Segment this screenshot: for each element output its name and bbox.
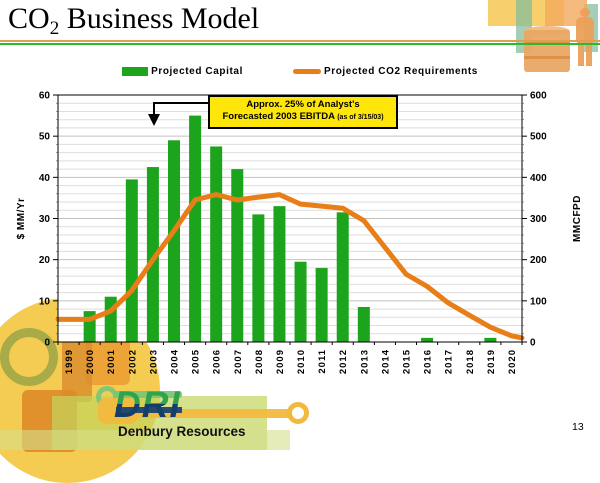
- svg-text:600: 600: [530, 91, 547, 102]
- svg-text:2005: 2005: [191, 349, 202, 374]
- svg-text:100: 100: [530, 296, 547, 307]
- svg-text:2018: 2018: [465, 349, 476, 374]
- svg-text:50: 50: [39, 132, 51, 143]
- svg-text:2017: 2017: [444, 349, 455, 374]
- svg-text:2012: 2012: [338, 349, 349, 374]
- logo-band: [116, 407, 182, 413]
- ebitda-callout: Approx. 25% of Analyst's Forecasted 2003…: [208, 95, 398, 129]
- svg-text:2020: 2020: [507, 349, 518, 374]
- bar-swatch-icon: [122, 67, 149, 76]
- svg-text:2003: 2003: [148, 349, 159, 374]
- svg-text:0: 0: [530, 338, 536, 349]
- svg-text:60: 60: [39, 91, 51, 102]
- oil-barrel-icon: [524, 30, 570, 72]
- line-swatch-icon: [292, 69, 321, 74]
- svg-text:20: 20: [39, 255, 51, 266]
- gear-icon: [0, 328, 58, 386]
- logo-ring-icon: [287, 402, 309, 424]
- svg-text:200: 200: [530, 255, 547, 266]
- page-number: 13: [572, 421, 584, 433]
- title-divider-green: [0, 43, 600, 45]
- svg-text:300: 300: [530, 214, 547, 225]
- wrench-icon: [114, 391, 182, 398]
- title-divider-orange: [0, 40, 600, 42]
- legend-label: Projected Capital: [151, 66, 243, 77]
- svg-text:2013: 2013: [359, 349, 370, 374]
- svg-text:2010: 2010: [296, 349, 307, 374]
- legend-label: Projected CO2 Requirements: [323, 66, 478, 77]
- svg-text:2011: 2011: [317, 349, 328, 374]
- svg-text:2006: 2006: [212, 349, 223, 374]
- svg-text:2000: 2000: [85, 349, 96, 374]
- svg-text:2002: 2002: [127, 349, 138, 374]
- company-logo: DRI: [114, 384, 181, 425]
- svg-text:0: 0: [44, 338, 50, 349]
- svg-text:10: 10: [39, 296, 51, 307]
- svg-text:400: 400: [530, 173, 547, 184]
- callout-line1: Approx. 25% of Analyst's: [246, 99, 360, 110]
- logo-swoosh: [100, 409, 296, 418]
- svg-text:1999: 1999: [64, 349, 75, 374]
- svg-text:2016: 2016: [423, 349, 434, 374]
- svg-text:2019: 2019: [486, 349, 497, 374]
- callout-line2: Forecasted 2003 EBITDA (as of 3/15/03): [222, 111, 384, 123]
- svg-text:$ MM/Yr: $ MM/Yr: [16, 198, 27, 240]
- oil-barrel-band: [524, 56, 570, 59]
- worker-silhouette-icon: [572, 8, 598, 66]
- svg-text:2009: 2009: [275, 349, 286, 374]
- svg-text:40: 40: [39, 173, 51, 184]
- legend-item-projected-capital: Projected Capital: [122, 66, 243, 77]
- page-title: CO2 Business Model: [8, 2, 260, 39]
- svg-text:2004: 2004: [170, 349, 181, 374]
- legend-item-co2-requirements: Projected CO2 Requirements: [292, 66, 478, 77]
- lime-panel-decor: [0, 430, 290, 450]
- title-subscript: 2: [49, 18, 60, 39]
- svg-text:2007: 2007: [233, 349, 244, 374]
- svg-text:2001: 2001: [106, 349, 117, 374]
- company-name: Denbury Resources: [118, 424, 246, 439]
- svg-text:500: 500: [530, 132, 547, 143]
- callout-arrow-icon: [148, 102, 211, 126]
- svg-text:MMCFPD: MMCFPD: [572, 195, 583, 242]
- svg-text:2015: 2015: [402, 349, 413, 374]
- chart-legend: Projected Capital Projected CO2 Requirem…: [0, 66, 600, 77]
- svg-text:2008: 2008: [254, 349, 265, 374]
- svg-text:2014: 2014: [380, 349, 391, 374]
- svg-text:30: 30: [39, 214, 51, 225]
- callout-asof: (as of 3/15/03): [337, 114, 384, 122]
